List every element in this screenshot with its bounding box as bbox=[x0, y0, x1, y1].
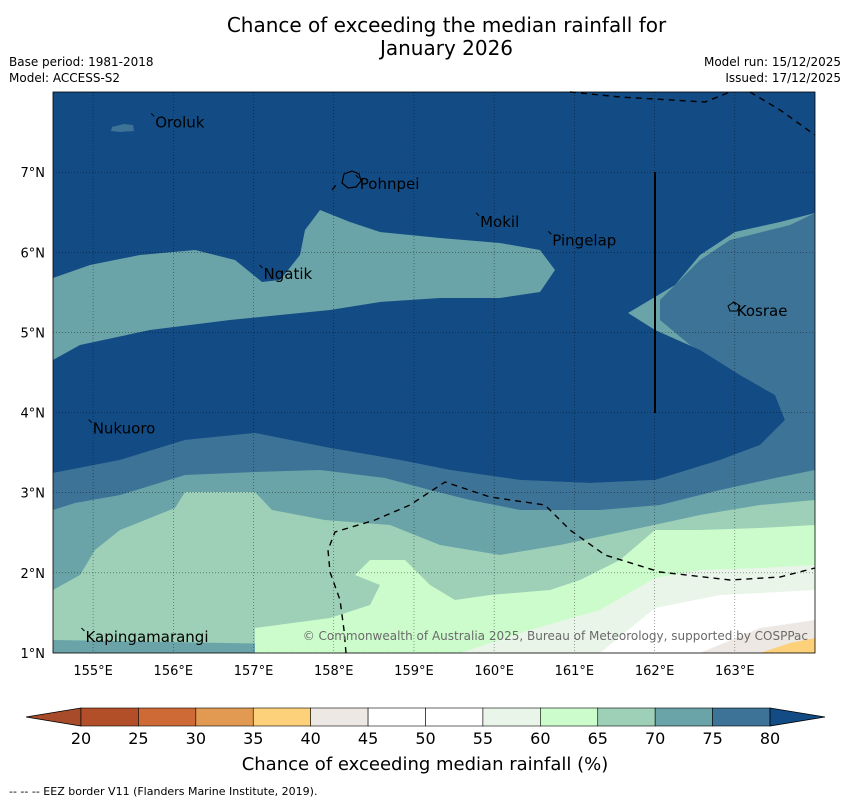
eez-borders bbox=[327, 91, 816, 654]
lon-tick-label: 157°E bbox=[234, 664, 274, 679]
band-75-80 bbox=[53, 213, 815, 510]
title-line-2: January 2026 bbox=[379, 36, 514, 60]
place-label: Pingelap bbox=[552, 231, 616, 249]
lat-tick-label: 7°N bbox=[21, 166, 46, 181]
lon-tick-label: 163°E bbox=[715, 664, 755, 679]
colorbar-tick-label: 50 bbox=[415, 729, 435, 748]
place-marker bbox=[150, 113, 155, 117]
gridlines bbox=[53, 92, 815, 654]
colorbar-extend-high bbox=[769, 707, 826, 727]
map-title: Chance of exceeding the median rainfall … bbox=[0, 14, 850, 60]
place-marker bbox=[547, 230, 552, 235]
lon-tick-label: 161°E bbox=[555, 664, 595, 679]
colorbar-extend-low bbox=[25, 707, 82, 727]
band-above-80-north bbox=[53, 92, 815, 483]
lon-tick-label: 159°E bbox=[394, 664, 434, 679]
lat-tick-label: 5°N bbox=[21, 326, 46, 341]
place-marker bbox=[259, 264, 263, 269]
colorbar-tick-label: 75 bbox=[702, 729, 722, 748]
colorbar-tick-label: 20 bbox=[71, 729, 91, 748]
colorbar-segment bbox=[425, 707, 484, 727]
colorbar-tick-label: 60 bbox=[530, 729, 550, 748]
base-period-text: Base period: 1981-2018 bbox=[9, 55, 154, 69]
colorbar-segment bbox=[367, 707, 426, 727]
colorbar-segment bbox=[138, 707, 197, 727]
colorbar-tick-label: 35 bbox=[243, 729, 263, 748]
lon-tick-label: 158°E bbox=[314, 664, 354, 679]
place-marker bbox=[355, 174, 360, 179]
place-marker bbox=[475, 212, 480, 217]
colorbar-tick-label: 25 bbox=[128, 729, 148, 748]
colorbar-segment bbox=[597, 707, 656, 727]
colorbar-segment bbox=[310, 707, 369, 727]
colorbar-segment bbox=[712, 707, 771, 727]
lon-tick-label: 162°E bbox=[635, 664, 675, 679]
place-marker bbox=[81, 627, 85, 632]
eez-border-south bbox=[327, 481, 816, 654]
probability-fields bbox=[53, 92, 815, 653]
eez-border-pohnpei bbox=[331, 184, 337, 191]
lon-tick-label: 155°E bbox=[73, 664, 113, 679]
lat-tick-label: 2°N bbox=[21, 567, 46, 582]
colorbar-tick-label: 30 bbox=[186, 729, 206, 748]
colorbar-tick-label: 55 bbox=[473, 729, 493, 748]
meta-left: Base period: 1981-2018 Model: ACCESS-S2 bbox=[9, 54, 154, 86]
map-frame bbox=[52, 91, 816, 654]
colorbar-segment bbox=[540, 707, 599, 727]
issued-text: Issued: 17/12/2025 bbox=[725, 71, 841, 85]
place-marker bbox=[88, 419, 93, 423]
lat-tick-label: 6°N bbox=[21, 246, 46, 261]
place-label: Pohnpei bbox=[360, 175, 420, 193]
place-label: Kapingamarangi bbox=[85, 628, 208, 646]
lon-tick-label: 160°E bbox=[474, 664, 514, 679]
place-marker bbox=[732, 301, 737, 306]
place-label: Kosrae bbox=[737, 302, 788, 320]
pohnpei-island bbox=[341, 170, 362, 189]
colorbar-tick-label: 40 bbox=[300, 729, 320, 748]
place-label: Mokil bbox=[480, 213, 519, 231]
lon-tick-label: 156°E bbox=[154, 664, 194, 679]
place-labels: Oroluk Pohnpei Mokil Pingelap Ngatik Kosrae Nu… bbox=[81, 113, 787, 646]
band-35-40 bbox=[760, 638, 815, 653]
axis-ticks: 155°E 156°E 157°E 158°E 159°E 160°E 161°E 162°E… bbox=[21, 166, 755, 679]
place-label: Ngatik bbox=[264, 265, 313, 283]
eez-legend-note: -- -- -- EEZ border V11 (Flanders Marine… bbox=[9, 785, 318, 798]
colorbar: 20 25 30 35 40 45 50 55 60 65 70 75 80 bbox=[25, 707, 826, 748]
lat-tick-label: 1°N bbox=[21, 647, 46, 662]
colorbar-segment bbox=[252, 707, 311, 727]
colorbar-segment bbox=[195, 707, 254, 727]
model-run-text: Model run: 15/12/2025 bbox=[703, 55, 841, 69]
colorbar-tick-label: 80 bbox=[760, 729, 780, 748]
lat-tick-label: 3°N bbox=[21, 487, 46, 502]
eez-border-northeast bbox=[749, 91, 816, 136]
model-text: Model: ACCESS-S2 bbox=[9, 71, 121, 85]
eez-border-north bbox=[569, 91, 731, 103]
colorbar-tick-label: 65 bbox=[588, 729, 608, 748]
place-label: Nukuoro bbox=[93, 420, 156, 438]
copyright-text: © Commonwealth of Australia 2025, Bureau… bbox=[303, 629, 808, 643]
colorbar-label: Chance of exceeding median rainfall (%) bbox=[241, 754, 609, 775]
colorbar-segment bbox=[482, 707, 541, 727]
place-label: Oroluk bbox=[155, 113, 204, 131]
title-line-1: Chance of exceeding the median rainfall … bbox=[226, 13, 667, 37]
colorbar-segment bbox=[654, 707, 713, 727]
meta-right: Model run: 15/12/2025 Issued: 17/12/2025 bbox=[704, 54, 841, 86]
colorbar-tick-label: 70 bbox=[645, 729, 665, 748]
oroluk-reef bbox=[111, 124, 134, 132]
colorbar-segment bbox=[80, 707, 139, 727]
lat-tick-label: 4°N bbox=[21, 407, 46, 422]
colorbar-tick-label: 45 bbox=[358, 729, 378, 748]
